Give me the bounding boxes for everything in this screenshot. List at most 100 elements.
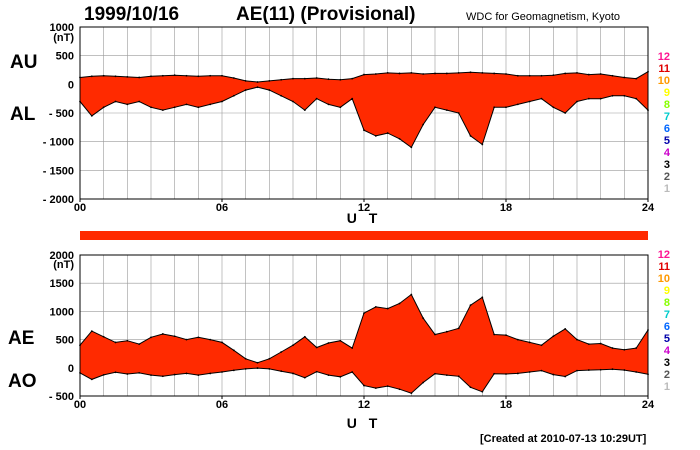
data-point-au <box>303 77 306 80</box>
data-point-au <box>374 73 377 75</box>
data-point-ao <box>315 370 318 373</box>
data-point-au <box>363 73 365 76</box>
data-point-ao <box>493 372 496 375</box>
data-point-au <box>173 74 176 77</box>
data-point-ae <box>90 330 93 333</box>
data-point-au <box>197 75 200 78</box>
data-point-ao <box>209 372 212 375</box>
data-point-al <box>126 103 129 106</box>
created-timestamp: [Created at 2010-07-13 10:29UT] <box>480 433 647 445</box>
data-point-al <box>161 109 164 112</box>
series-fill-band <box>80 71 648 148</box>
data-point-ae <box>102 335 105 338</box>
y-tick-label: - 2000 <box>43 194 74 206</box>
data-point-al <box>351 97 354 100</box>
data-point-ao <box>410 392 413 395</box>
data-point-al <box>564 112 567 114</box>
data-point-ae <box>268 357 271 360</box>
data-point-ao <box>422 381 425 384</box>
series-fill-band <box>80 294 648 394</box>
station-legend-label: 8 <box>664 99 670 111</box>
y-tick-label: 0 <box>68 363 74 375</box>
data-point-ae <box>292 344 294 347</box>
data-point-al <box>576 100 578 103</box>
data-point-ae <box>540 344 543 347</box>
data-point-ao <box>434 372 436 375</box>
station-legend-label: 10 <box>658 273 670 285</box>
data-point-ae <box>138 343 141 346</box>
station-legend-label: 11 <box>658 63 670 75</box>
data-point-ae <box>327 342 330 344</box>
data-point-ao <box>114 371 117 374</box>
data-point-al <box>587 97 590 100</box>
y-tick-label: - 1500 <box>43 165 74 177</box>
data-point-al <box>173 106 176 109</box>
data-point-ao <box>505 373 507 375</box>
data-point-ao <box>564 375 567 378</box>
data-point-al <box>256 86 259 89</box>
data-point-ao <box>351 371 354 373</box>
data-point-ae <box>280 351 283 353</box>
data-point-au <box>150 75 152 78</box>
data-point-au <box>209 74 212 77</box>
data-point-ao <box>623 369 626 371</box>
data-point-au <box>114 75 117 78</box>
data-point-au <box>445 72 448 75</box>
data-point-al <box>232 94 235 97</box>
station-legend-label: 6 <box>664 321 670 333</box>
data-point-ae <box>576 338 578 341</box>
data-point-al <box>102 106 105 109</box>
x-tick-label: 12 <box>358 399 370 411</box>
data-point-au <box>126 75 129 78</box>
data-point-au <box>351 77 354 80</box>
data-point-au <box>315 77 318 79</box>
data-point-au <box>611 74 614 77</box>
data-point-ae <box>339 339 342 342</box>
data-point-ao <box>197 374 200 377</box>
data-point-ao <box>90 378 93 381</box>
data-point-au <box>505 73 507 75</box>
y-tick-label: 1000 <box>50 22 74 34</box>
data-point-ao <box>363 384 365 387</box>
data-point-ao <box>540 369 543 372</box>
data-point-ao <box>398 388 401 391</box>
panel-label-ao: AO <box>8 371 37 392</box>
data-point-au <box>540 74 543 77</box>
data-point-ao <box>221 371 223 373</box>
data-point-al <box>185 103 188 106</box>
data-point-au <box>268 79 271 82</box>
data-point-ao <box>374 387 377 390</box>
data-point-ae <box>599 342 602 345</box>
data-point-au <box>161 74 164 77</box>
data-point-al <box>552 106 555 109</box>
data-point-al <box>327 103 330 106</box>
data-point-ao <box>457 375 460 378</box>
data-point-au <box>138 76 141 79</box>
data-point-ae <box>244 357 247 360</box>
data-point-au <box>256 81 259 83</box>
data-point-ao <box>232 369 235 372</box>
data-point-ao <box>150 374 152 377</box>
data-point-ao <box>102 373 105 376</box>
station-legend-label: 12 <box>658 51 670 63</box>
data-point-ae <box>623 348 626 351</box>
data-point-ae <box>232 349 235 352</box>
data-point-al <box>303 109 306 112</box>
y-tick-label: - 500 <box>49 108 74 120</box>
data-point-au <box>587 73 590 76</box>
y-axis-unit: (nT) <box>53 259 74 271</box>
data-point-ao <box>303 376 306 379</box>
data-point-al <box>540 97 543 100</box>
data-point-au <box>90 75 93 78</box>
data-point-ao <box>256 367 259 369</box>
data-point-au <box>102 74 105 77</box>
data-point-al <box>280 94 283 97</box>
x-tick-label: 24 <box>642 399 655 411</box>
data-point-au <box>434 72 436 75</box>
data-point-au <box>232 77 235 79</box>
station-legend-label: 2 <box>664 369 670 381</box>
data-point-ao <box>280 370 283 373</box>
station-legend-label: 5 <box>664 135 670 147</box>
data-point-au <box>410 71 413 74</box>
